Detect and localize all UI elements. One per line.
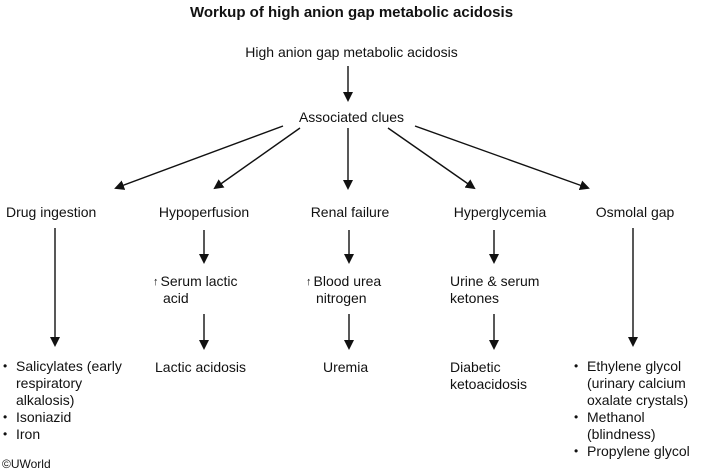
list-item: Methanol(blindness) xyxy=(573,409,690,443)
hyperglycemia-outcome-line2: ketoacidosis xyxy=(450,376,528,392)
renal-mid-line2: nitrogen xyxy=(316,290,367,306)
hyperglycemia-mid-line1: Urine & serum xyxy=(450,273,540,289)
list-item: Isoniazid xyxy=(2,409,122,426)
hyperglycemia-mid-line2: ketones xyxy=(450,290,500,306)
diagram-title: Workup of high anion gap metabolic acido… xyxy=(189,4,514,21)
list-item: Propylene glycol xyxy=(573,443,690,460)
renal-outcome: Uremia xyxy=(323,359,369,375)
hypoperfusion-mid-line1: ↑ Serum lactic xyxy=(153,273,238,289)
arrow-clues-to-hypoperfusion xyxy=(213,127,301,190)
hyperglycemia-outcome-line1: Diabetic xyxy=(450,359,501,375)
up-arrow-icon: ↑ xyxy=(153,276,159,288)
hypoperfusion-outcome: Lactic acidosis xyxy=(155,359,247,375)
arrow-clues-to-osmolal xyxy=(414,125,590,191)
renal-mid-line1: ↑ Blood urea xyxy=(306,273,382,289)
root-node: High anion gap metabolic acidosis xyxy=(245,44,458,60)
category-osmolal-gap: Osmolal gap xyxy=(595,204,675,220)
list-item: Iron xyxy=(2,426,122,443)
drug-ingestion-list: Salicylates (earlyrespiratoryalkalosis) … xyxy=(2,358,122,443)
arrow-clues-to-hyperglycemia xyxy=(387,127,476,190)
up-arrow-icon: ↑ xyxy=(306,276,312,288)
category-hypoperfusion: Hypoperfusion xyxy=(158,204,250,220)
hypoperfusion-mid-line2: acid xyxy=(163,290,189,306)
clues-node: Associated clues xyxy=(298,109,405,125)
arrow-clues-to-drug xyxy=(114,125,284,190)
category-renal-failure: Renal failure xyxy=(310,204,390,220)
copyright-label: ©UWorld xyxy=(2,457,51,471)
category-hyperglycemia: Hyperglycemia xyxy=(453,204,547,220)
category-drug-ingestion: Drug ingestion xyxy=(6,204,97,220)
